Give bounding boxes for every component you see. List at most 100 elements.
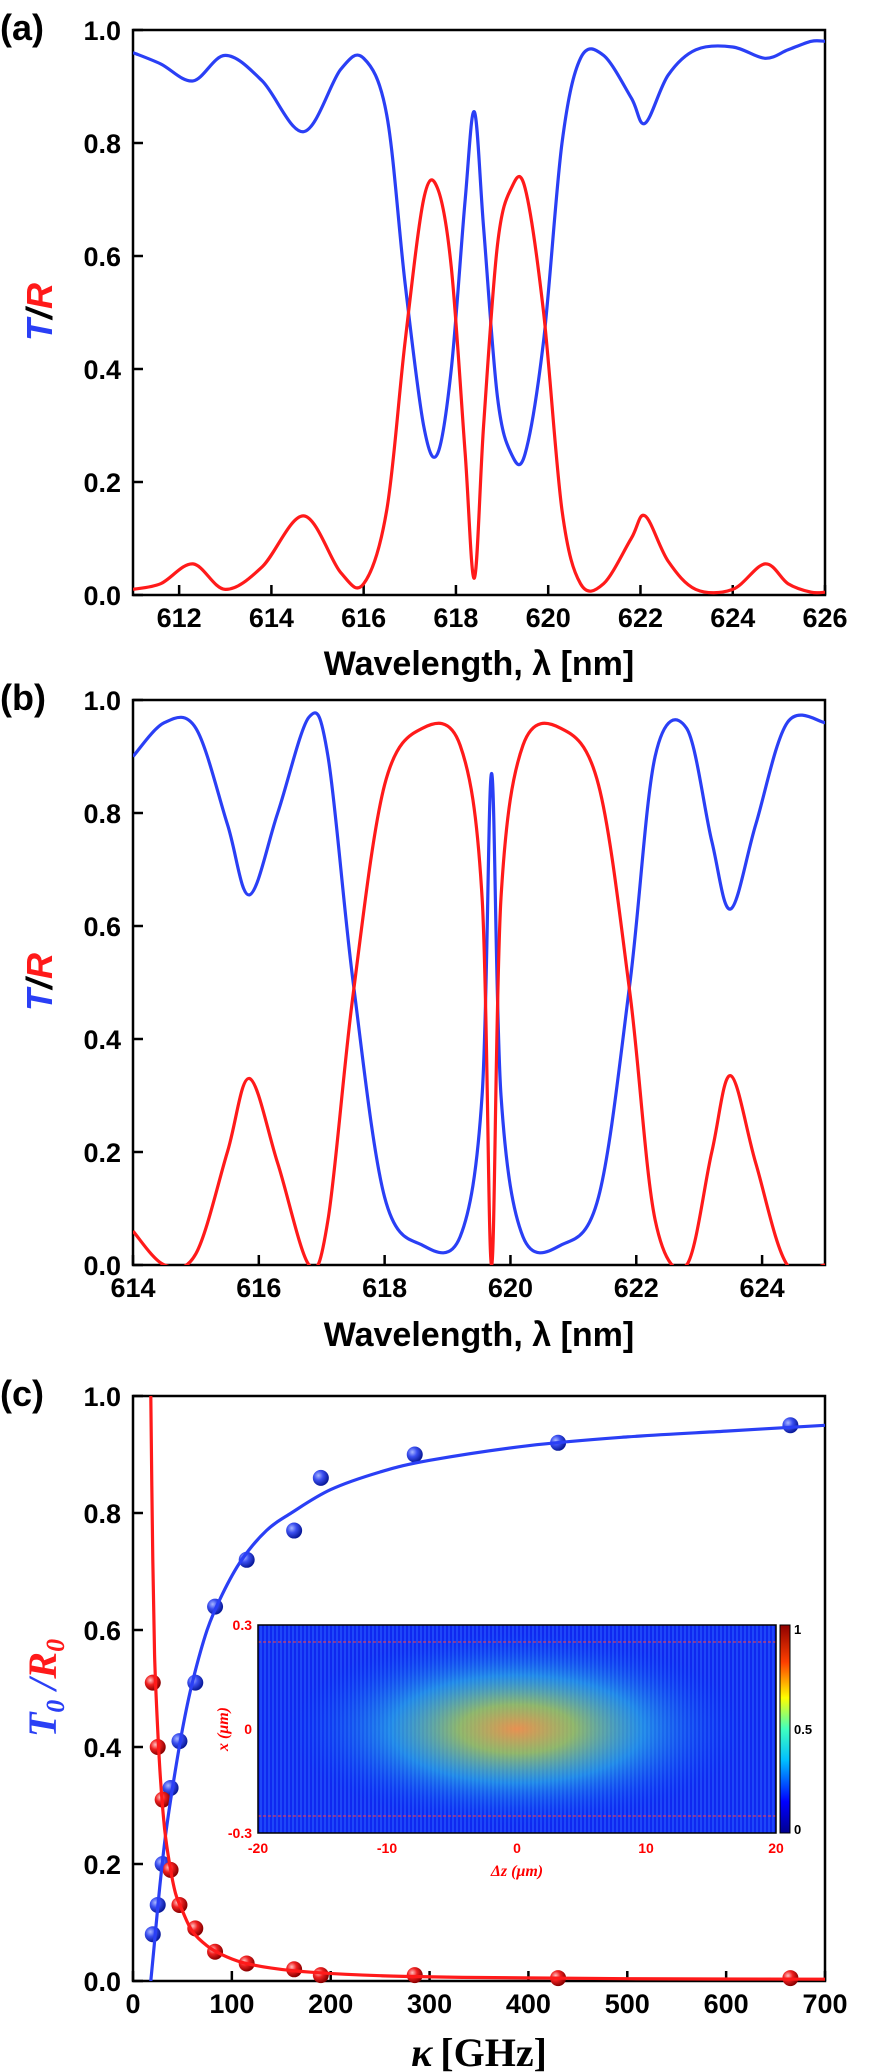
xtick-label-a-5: 622: [618, 603, 663, 633]
xtick-label-b-1: 616: [236, 1273, 281, 1303]
xtick-label-c-5: 500: [605, 1989, 650, 2019]
data-point-c-r-9: [312, 1967, 329, 1984]
inset-ytick-0: 0.3: [233, 1617, 253, 1633]
inset-xtick-0: -20: [248, 1840, 268, 1856]
y-label-sep-a: /: [19, 305, 60, 321]
panel-label-a: (a): [0, 7, 44, 48]
ytick-label-a-3: 0.6: [83, 242, 121, 272]
xtick-label-b-5: 624: [740, 1273, 785, 1303]
inset-ytick-2: -0.3: [228, 1825, 252, 1841]
series-line-c-r-fit: [149, 1396, 825, 1981]
y-label-r-sub-c: 0: [41, 1639, 70, 1652]
plot-area-a: [131, 28, 827, 597]
y-label-t-c: T: [20, 1711, 65, 1737]
chart-b: (b) 614 616 618 620 622 624 0.0 0.2 0.4 0.6 0.8 1.0…: [0, 677, 827, 1354]
ytick-label-a-4: 0.8: [83, 129, 121, 159]
xtick-label-a-1: 614: [249, 603, 294, 633]
x-axis-label-b: Wavelength, λ [nm]: [324, 1316, 634, 1354]
xtick-label-c-0: 0: [125, 1989, 140, 2019]
ytick-label-c-4: 0.8: [83, 1499, 121, 1529]
xtick-label-a-2: 616: [341, 603, 386, 633]
data-point-c-t-10: [406, 1446, 423, 1463]
xtick-label-c-6: 600: [704, 1989, 749, 2019]
xtick-label-a-3: 618: [433, 603, 478, 633]
xtick-label-a-6: 624: [710, 603, 755, 633]
colorbar-tick-mid: 0.5: [794, 1722, 812, 1737]
chart-a: (a) 612 614 616 618 620 622 624 626 0.0 0.2 0.4 0.6…: [0, 7, 848, 683]
chart-c: (c) 0 100 200 300 400 500 600 7000.00.20.40.60.…: [0, 1373, 848, 2072]
chart-b-marks: 614 616 618 620 622 624 0.0 0.2 0.4 0.6 0.8 1.0: [83, 686, 825, 1303]
x-label-unit: [GHz]: [440, 2030, 547, 2072]
y-axis-label-a: T/R: [19, 283, 60, 341]
x-axis-label-c: κ [GHz]: [411, 2030, 547, 2072]
inset-frame: [257, 1624, 777, 1834]
series-line-a-r: [133, 175, 825, 595]
data-point-c-t-9: [312, 1469, 329, 1486]
inset-xtick-3: 10: [638, 1840, 654, 1856]
inset-xtick-1: -10: [377, 1840, 397, 1856]
y-label-t-b: T: [19, 986, 60, 1011]
panel-label-c: (c): [0, 1373, 44, 1414]
ytick-label-b-4: 0.8: [83, 799, 121, 829]
plot-area-c: [131, 1394, 827, 1983]
x-label-kappa: κ: [411, 2030, 433, 2072]
y-label-r-a: R: [19, 283, 60, 309]
ytick-label-c-3: 0.6: [83, 1616, 121, 1646]
data-point-c-r-0: [144, 1674, 161, 1691]
inset-xtick-2: 0: [513, 1840, 521, 1856]
y-label-r-c: R: [20, 1652, 65, 1680]
ytick-label-b-0: 0.0: [83, 1251, 121, 1281]
colorbar-tick-max: 1: [794, 1622, 801, 1637]
xtick-label-b-0: 614: [110, 1273, 155, 1303]
inset-hotspot: [287, 1631, 747, 1827]
ytick-label-b-2: 0.4: [83, 1025, 121, 1055]
y-label-t-a: T: [19, 316, 60, 341]
xtick-label-a-0: 612: [157, 603, 202, 633]
ytick-label-a-2: 0.4: [83, 355, 121, 385]
xtick-label-a-7: 626: [802, 603, 847, 633]
inset-y-label: x (μm): [215, 1707, 232, 1752]
ytick-label-a-0: 0.0: [83, 581, 121, 611]
xtick-label-c-7: 700: [802, 1989, 847, 2019]
xtick-label-c-1: 100: [209, 1989, 254, 2019]
xtick-label-c-2: 200: [308, 1989, 353, 2019]
data-point-c-t-8: [286, 1522, 303, 1539]
x-axis-label-a: Wavelength, λ [nm]: [324, 645, 634, 683]
ytick-label-a-1: 0.2: [83, 468, 121, 498]
y-axis-label-b: T/R: [19, 953, 60, 1011]
xtick-label-b-3: 620: [488, 1273, 533, 1303]
y-label-sep-b: /: [19, 975, 60, 991]
ytick-label-c-0: 0.0: [83, 1967, 121, 1997]
colorbar-tick-min: 0: [794, 1822, 801, 1837]
series-line-b-r: [133, 721, 825, 1265]
ytick-label-c-2: 0.4: [83, 1733, 121, 1763]
inset-ytick-1: 0: [244, 1721, 252, 1737]
xtick-label-b-2: 618: [362, 1273, 407, 1303]
ytick-label-c-5: 1.0: [83, 1382, 121, 1412]
inset-colorbar: [779, 1624, 791, 1834]
data-point-c-t-0: [144, 1926, 161, 1943]
y-label-r-b: R: [19, 953, 60, 979]
data-point-c-t-12: [782, 1417, 799, 1434]
y-label-sep-c: /: [20, 1675, 65, 1700]
inset-x-label: Δz (μm): [490, 1863, 543, 1880]
ytick-label-b-3: 0.6: [83, 912, 121, 942]
inset-field-map: 0.3 0 -0.3 -20 -10 0 10 20 Δz (μm) x (μm…: [215, 1617, 812, 1880]
xtick-label-c-4: 400: [506, 1989, 551, 2019]
inset-xtick-4: 20: [768, 1840, 784, 1856]
ytick-label-b-5: 1.0: [83, 686, 121, 716]
series-line-b-t: [133, 711, 825, 1255]
xtick-label-b-4: 622: [614, 1273, 659, 1303]
y-axis-label-c: T0 /R0: [20, 1639, 70, 1737]
ytick-label-a-5: 1.0: [83, 16, 121, 46]
chart-a-marks: 612 614 616 618 620 622 624 626 0.0 0.2 0.4 0.6 0.8 1…: [83, 16, 847, 633]
xtick-label-c-3: 300: [407, 1989, 452, 2019]
plot-area-b: [131, 698, 827, 1267]
panel-label-b: (b): [0, 677, 46, 718]
y-label-t-sub-c: 0: [41, 1700, 70, 1713]
ytick-label-c-1: 0.2: [83, 1850, 121, 1880]
series-line-a-t: [133, 39, 825, 467]
xtick-label-a-4: 620: [526, 603, 571, 633]
